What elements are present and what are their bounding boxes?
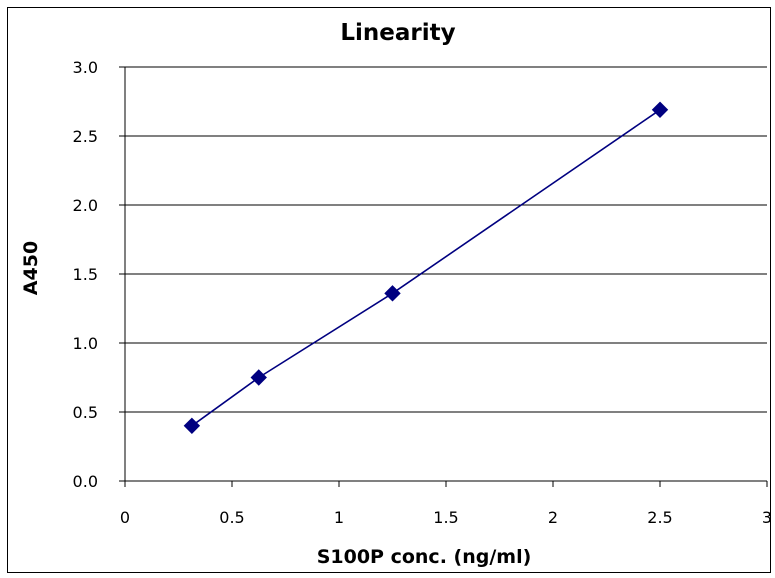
x-tick-label: 1 [334, 508, 344, 527]
y-tick-label: 2.5 [73, 127, 98, 146]
y-tick-label: 2.0 [73, 196, 98, 215]
x-tick-label: 2.5 [647, 508, 672, 527]
y-tick-label: 3.0 [73, 58, 98, 77]
x-axis-title: S100P conc. (ng/ml) [317, 546, 532, 568]
y-axis-title: A450 [20, 241, 42, 295]
x-tick-label: 0.5 [219, 508, 244, 527]
y-tick-labels: 0.0 0.5 1.0 1.5 2.0 2.5 3.0 [73, 58, 98, 491]
data-point [183, 417, 201, 435]
x-tick-label: 1.5 [433, 508, 458, 527]
x-tick-label: 0 [120, 508, 130, 527]
x-tick-labels: 0 0.5 1 1.5 2 2.5 3 [120, 508, 772, 527]
series-line [191, 109, 661, 427]
y-tick-label: 1.5 [73, 265, 98, 284]
grid-lines [125, 66, 767, 413]
data-point [384, 285, 401, 302]
chart-title: Linearity [340, 20, 455, 46]
data-point [250, 369, 267, 386]
axes [119, 66, 768, 487]
y-tick-label: 1.0 [73, 334, 98, 353]
x-tick-label: 3 [762, 508, 772, 527]
y-tick-label: 0.0 [73, 472, 98, 491]
series-group [183, 101, 669, 435]
x-tick-label: 2 [548, 508, 558, 527]
data-point [651, 101, 669, 118]
y-tick-label: 0.5 [73, 403, 98, 422]
